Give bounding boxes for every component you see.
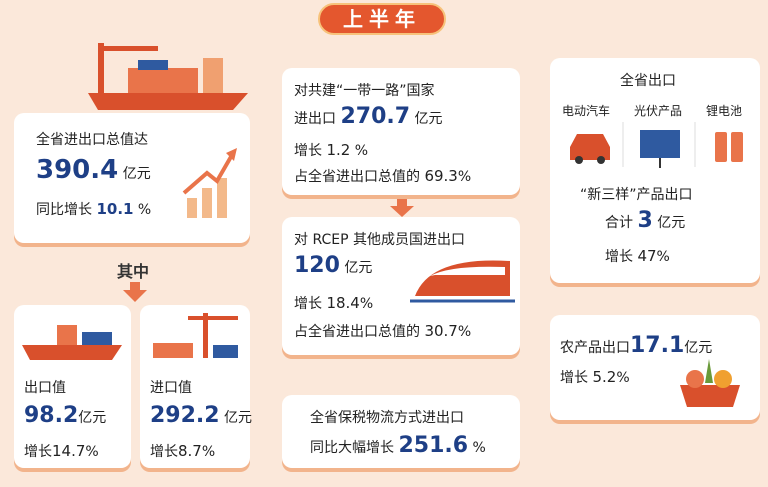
train-icon <box>410 260 515 303</box>
rcep-share: 30.7 <box>424 322 458 340</box>
rcep-card: 对 RCEP 其他成员国进出口 120 亿元 增长 18.4% 占全省进出口总值… <box>282 217 520 355</box>
new-three-growth-unit: % <box>656 249 670 265</box>
header-title: 上半年 <box>343 7 421 31</box>
rcep-growth-unit: % <box>359 296 374 312</box>
bonded-growth: 251.6 <box>398 433 469 458</box>
ship-icon <box>22 325 122 360</box>
total-growth-label: 同比增长 <box>36 202 92 218</box>
new-three-growth: 47 <box>637 247 657 265</box>
among-label: 其中 <box>117 262 150 281</box>
port-icon <box>153 313 238 358</box>
rcep-share-label: 占全省进出口总值的 <box>294 324 420 340</box>
rcep-growth-label: 增长 <box>294 296 322 312</box>
import-unit: 亿元 <box>224 410 253 426</box>
total-value: 390.4 <box>36 155 119 185</box>
agri-value: 17.1 <box>630 333 685 358</box>
rcep-unit: 亿元 <box>344 260 373 276</box>
export-value: 98.2 <box>24 403 79 428</box>
export-growth-label: 增长 <box>24 444 52 460</box>
product-icons <box>570 122 743 168</box>
new-three-unit: 亿元 <box>657 215 686 231</box>
export-unit: 亿元 <box>78 410 107 426</box>
agri-label: 农产品出口 <box>560 340 630 356</box>
total-growth-unit: % <box>137 202 152 218</box>
new-three-total-label: 合计 <box>605 215 633 231</box>
header-pill: 上半年 <box>318 3 446 35</box>
total-card: 全省进出口总值达 390.4 亿元 同比增长 10.1 % <box>14 113 250 243</box>
export-label: 出口值 <box>24 380 66 396</box>
belt-road-share: 69.3 <box>424 167 458 185</box>
rcep-value: 120 <box>294 253 340 278</box>
export-card: 出口值 98.2亿元 增长14.7% <box>14 305 131 468</box>
new-three-growth-label: 增长 <box>605 249 633 265</box>
belt-road-share-unit: % <box>457 169 472 185</box>
bonded-label: 全省保税物流方式进出口 <box>310 410 464 426</box>
growth-chart-icon <box>182 148 237 218</box>
total-unit: 亿元 <box>122 166 151 182</box>
import-growth-unit: % <box>201 444 216 460</box>
total-label: 全省进出口总值达 <box>36 132 148 148</box>
belt-road-sub-label: 进出口 <box>294 111 336 127</box>
rcep-growth: 18.4 <box>326 294 360 312</box>
belt-road-share-label: 占全省进出口总值的 <box>294 169 420 185</box>
import-growth: 8.7 <box>178 442 202 460</box>
ship-icon <box>88 43 248 110</box>
agri-unit: 亿元 <box>684 340 713 356</box>
arrow-down <box>123 282 147 302</box>
new-three-card: 全省出口 电动汽车 光伏产品 锂电池 “新三样”产品出口 合计 3 亿元 增长 … <box>550 58 760 283</box>
belt-road-growth-unit: % <box>354 143 369 159</box>
total-growth: 10.1 <box>96 200 134 218</box>
new-three-title: “新三样”产品出口 <box>580 187 693 203</box>
rcep-label: 对 RCEP 其他成员国进出口 <box>294 232 465 248</box>
belt-road-unit: 亿元 <box>414 111 443 127</box>
bonded-growth-label: 同比大幅增长 <box>310 440 394 456</box>
agri-growth: 5.2 <box>592 368 617 386</box>
item-label: 光伏产品 <box>634 104 683 118</box>
bonded-growth-unit: % <box>472 440 486 456</box>
agri-card: 农产品出口17.1亿元 增长 5.2% <box>550 315 760 420</box>
import-label: 进口值 <box>150 380 192 396</box>
belt-road-card: 对共建“一带一路”国家 进出口 270.7 亿元 增长 1.2 % 占全省进出口… <box>282 68 520 195</box>
item-label: 锂电池 <box>706 104 743 118</box>
belt-road-growth-label: 增长 <box>294 143 322 159</box>
belt-road-value: 270.7 <box>340 104 411 129</box>
bonded-card: 全省保税物流方式进出口 同比大幅增长 251.6 % <box>282 395 520 468</box>
export-growth-unit: % <box>85 444 99 460</box>
rcep-share-unit: % <box>457 324 472 340</box>
produce-icon <box>680 359 740 407</box>
belt-road-growth: 1.2 <box>326 141 351 159</box>
arrow-down <box>390 199 414 217</box>
import-growth-label: 增长 <box>150 444 178 460</box>
agri-growth-label: 增长 <box>560 370 588 386</box>
new-three-label: 全省出口 <box>620 73 676 89</box>
import-card: 进口值 292.2 亿元 增长8.7% <box>140 305 253 468</box>
belt-road-label: 对共建“一带一路”国家 <box>294 83 435 99</box>
export-growth: 14.7 <box>52 442 86 460</box>
import-value: 292.2 <box>150 403 220 428</box>
new-three-value: 3 <box>637 208 653 233</box>
agri-growth-unit: % <box>616 370 630 386</box>
item-label: 电动汽车 <box>562 104 611 118</box>
